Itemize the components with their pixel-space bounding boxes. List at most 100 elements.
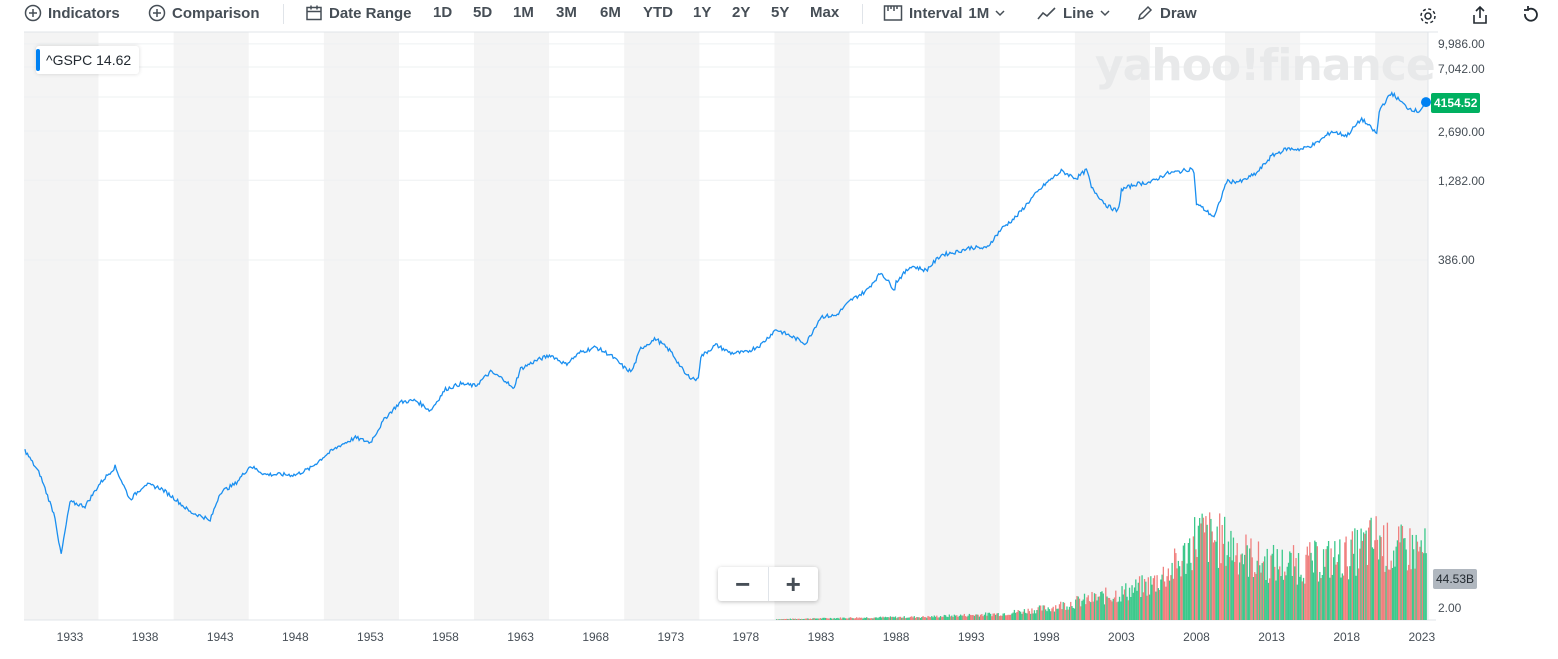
x-tick-label: 1998 (1032, 630, 1060, 644)
volume-bar (795, 619, 798, 620)
volume-bar (1381, 556, 1384, 620)
range-5y[interactable]: 5Y (771, 4, 790, 21)
volume-bar (978, 616, 981, 620)
zoom-controls: − + (718, 567, 818, 601)
volume-bar (1003, 613, 1006, 620)
volume-bar (831, 618, 833, 620)
volume-bar (929, 617, 932, 620)
volume-bar (1152, 578, 1154, 620)
volume-bar (1272, 544, 1275, 620)
volume-bar (1057, 608, 1059, 620)
range-ytd[interactable]: YTD (643, 4, 673, 21)
share-button[interactable] (1470, 5, 1490, 25)
volume-bar (1132, 592, 1134, 620)
interval-dropdown[interactable]: Interval 1M (883, 4, 1005, 22)
range-6m[interactable]: 6M (600, 4, 621, 21)
shaded-band (474, 32, 550, 620)
volume-bar (788, 619, 790, 620)
volume-bar (807, 618, 809, 620)
volume-bar (1173, 548, 1176, 620)
range-2y[interactable]: 2Y (732, 4, 751, 21)
range-3m[interactable]: 3M (556, 4, 577, 21)
volume-bar (1135, 579, 1137, 620)
volume-bar (1234, 561, 1236, 620)
shaded-band (1225, 32, 1301, 620)
shaded-band (24, 32, 99, 620)
range-max[interactable]: Max (810, 4, 840, 21)
volume-bar (918, 617, 920, 620)
volume-bar (1111, 601, 1113, 620)
volume-bar (1349, 566, 1351, 620)
volume-bar (979, 614, 982, 620)
chart-type-dropdown[interactable]: Line (1037, 4, 1110, 22)
volume-bar (938, 617, 940, 620)
volume-bar (999, 615, 1002, 620)
volume-bar (891, 616, 893, 620)
indicators-label: Indicators (48, 4, 120, 22)
volume-bar (1118, 596, 1121, 620)
volume-bar (1016, 612, 1018, 620)
indicators-button[interactable]: Indicators (24, 4, 120, 22)
volume-bar (1352, 553, 1355, 620)
date-range-button[interactable]: Date Range (305, 4, 412, 22)
volume-bar (1236, 543, 1238, 620)
volume-bar (927, 615, 929, 620)
volume-bar (1058, 604, 1061, 620)
settings-button[interactable] (1418, 6, 1438, 26)
volume-bar (823, 617, 825, 620)
volume-bar (1188, 538, 1191, 620)
range-1m[interactable]: 1M (513, 4, 534, 21)
volume-bar (1345, 536, 1347, 620)
volume-bar (1041, 610, 1043, 620)
volume-bar (1270, 555, 1272, 620)
volume-bar (856, 617, 858, 620)
x-tick-label: 1973 (657, 630, 685, 644)
volume-bar (1182, 545, 1185, 620)
zoom-in-button[interactable]: + (785, 568, 801, 599)
volume-bar (947, 617, 949, 620)
comparison-button[interactable]: Comparison (148, 4, 260, 22)
volume-bar (1097, 596, 1099, 620)
volume-bar (1199, 517, 1201, 620)
shaded-band (1074, 32, 1150, 620)
chevron-down-icon (995, 10, 1005, 17)
x-tick-label: 1963 (507, 630, 534, 644)
draw-button[interactable]: Draw (1136, 4, 1197, 22)
volume-bar (1117, 601, 1119, 620)
volume-bar (1405, 549, 1407, 620)
volume-bar (942, 616, 944, 620)
volume-bar (1161, 574, 1163, 620)
volume-bar (809, 618, 812, 620)
plus-circle-icon (148, 4, 166, 22)
reset-button[interactable] (1520, 5, 1540, 25)
volume-bar (1033, 610, 1036, 620)
volume-bar (1400, 524, 1402, 620)
line-chart-icon (1037, 7, 1056, 20)
range-1d[interactable]: 1D (433, 4, 453, 21)
volume-bar (1324, 566, 1326, 620)
volume-bar (784, 619, 787, 620)
volume-bar (1066, 606, 1068, 620)
volume-bar (1355, 575, 1357, 620)
volume-bar (1398, 526, 1400, 620)
volume-bar (941, 616, 943, 620)
volume-bar (1372, 548, 1375, 620)
volume-bar (1382, 525, 1385, 620)
volume-bar (879, 616, 882, 620)
range-5d[interactable]: 5D (473, 4, 493, 21)
volume-bar (1320, 578, 1322, 620)
volume-bar (1123, 589, 1126, 620)
volume-bar (878, 617, 880, 620)
volume-bar (1294, 566, 1296, 620)
volume-bar (1312, 572, 1315, 620)
volume-bar (988, 612, 991, 620)
volume-bar (1403, 538, 1405, 620)
volume-bar (972, 614, 974, 620)
range-1y[interactable]: 1Y (693, 4, 712, 21)
volume-bar (997, 613, 999, 620)
volume-bar (1242, 564, 1245, 620)
volume-bar (1048, 609, 1051, 620)
volume-bar (846, 618, 848, 620)
zoom-out-button[interactable]: − (718, 567, 769, 601)
